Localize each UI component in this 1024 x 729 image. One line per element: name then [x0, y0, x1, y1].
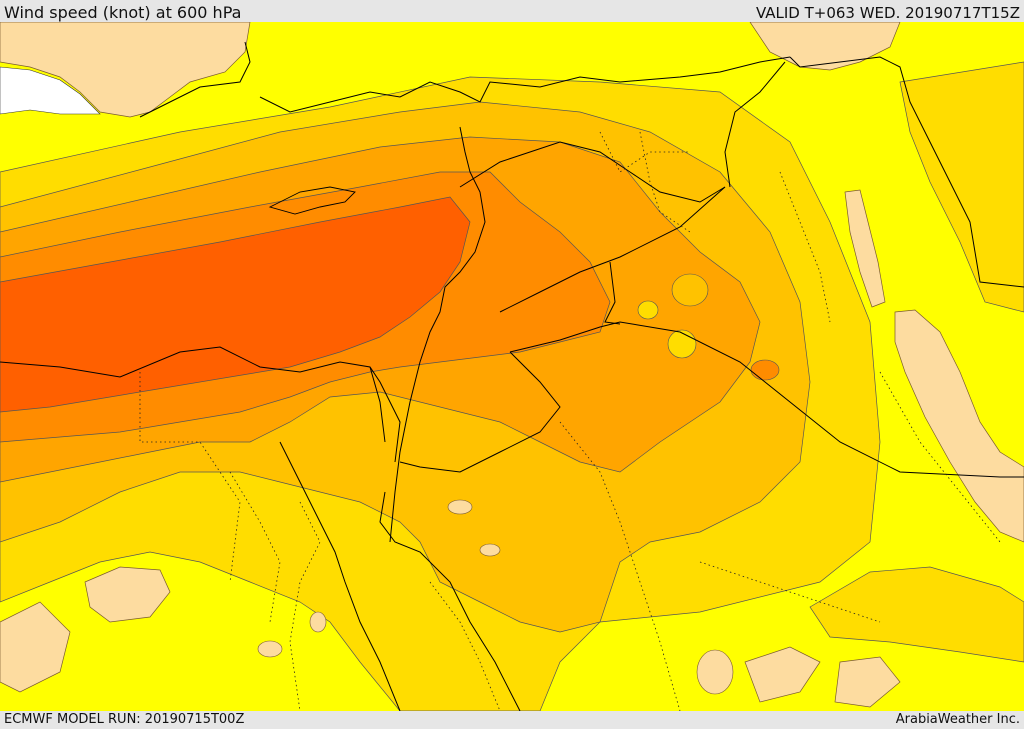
sea-white-west — [0, 66, 101, 115]
country-borders — [0, 41, 1024, 711]
pale-spot-2 — [479, 543, 501, 557]
pale-spot-5 — [696, 649, 734, 695]
patch-sw-2 — [0, 601, 71, 693]
patch-strip-east — [844, 189, 886, 308]
patch-sw-1 — [84, 566, 171, 623]
valid-time: VALID T+063 WED. 20190717T15Z — [755, 4, 1020, 22]
band-35 — [0, 196, 471, 413]
island-outline — [268, 186, 356, 215]
patch-se-2 — [834, 656, 901, 708]
patch-caspian — [749, 22, 901, 71]
band-15-east — [899, 61, 1024, 313]
model-run: ECMWF MODEL RUN: 20190715T00Z — [4, 712, 245, 727]
map-title: Wind speed (knot) at 600 hPa — [4, 3, 242, 22]
ora-spot-2 — [667, 329, 697, 359]
patch-anatolia — [0, 22, 251, 118]
band-15-se — [809, 566, 1024, 663]
pale-spot-3 — [309, 611, 327, 633]
credit: ArabiaWeather Inc. — [895, 712, 1020, 727]
footer-bar: ECMWF MODEL RUN: 20190715T00Z ArabiaWeat… — [0, 711, 1024, 729]
wind-speed-map[interactable] — [0, 22, 1024, 711]
ora-spot-4 — [750, 359, 780, 381]
patch-gulf — [894, 309, 1024, 543]
ora-spot-3 — [637, 300, 659, 320]
dotted-borders — [139, 131, 1001, 711]
pale-spot-1 — [447, 499, 473, 515]
ora-spot-1 — [671, 273, 709, 307]
patch-se-1 — [744, 646, 821, 703]
header-bar: Wind speed (knot) at 600 hPa VALID T+063… — [0, 0, 1024, 22]
pale-spot-4 — [257, 640, 283, 658]
